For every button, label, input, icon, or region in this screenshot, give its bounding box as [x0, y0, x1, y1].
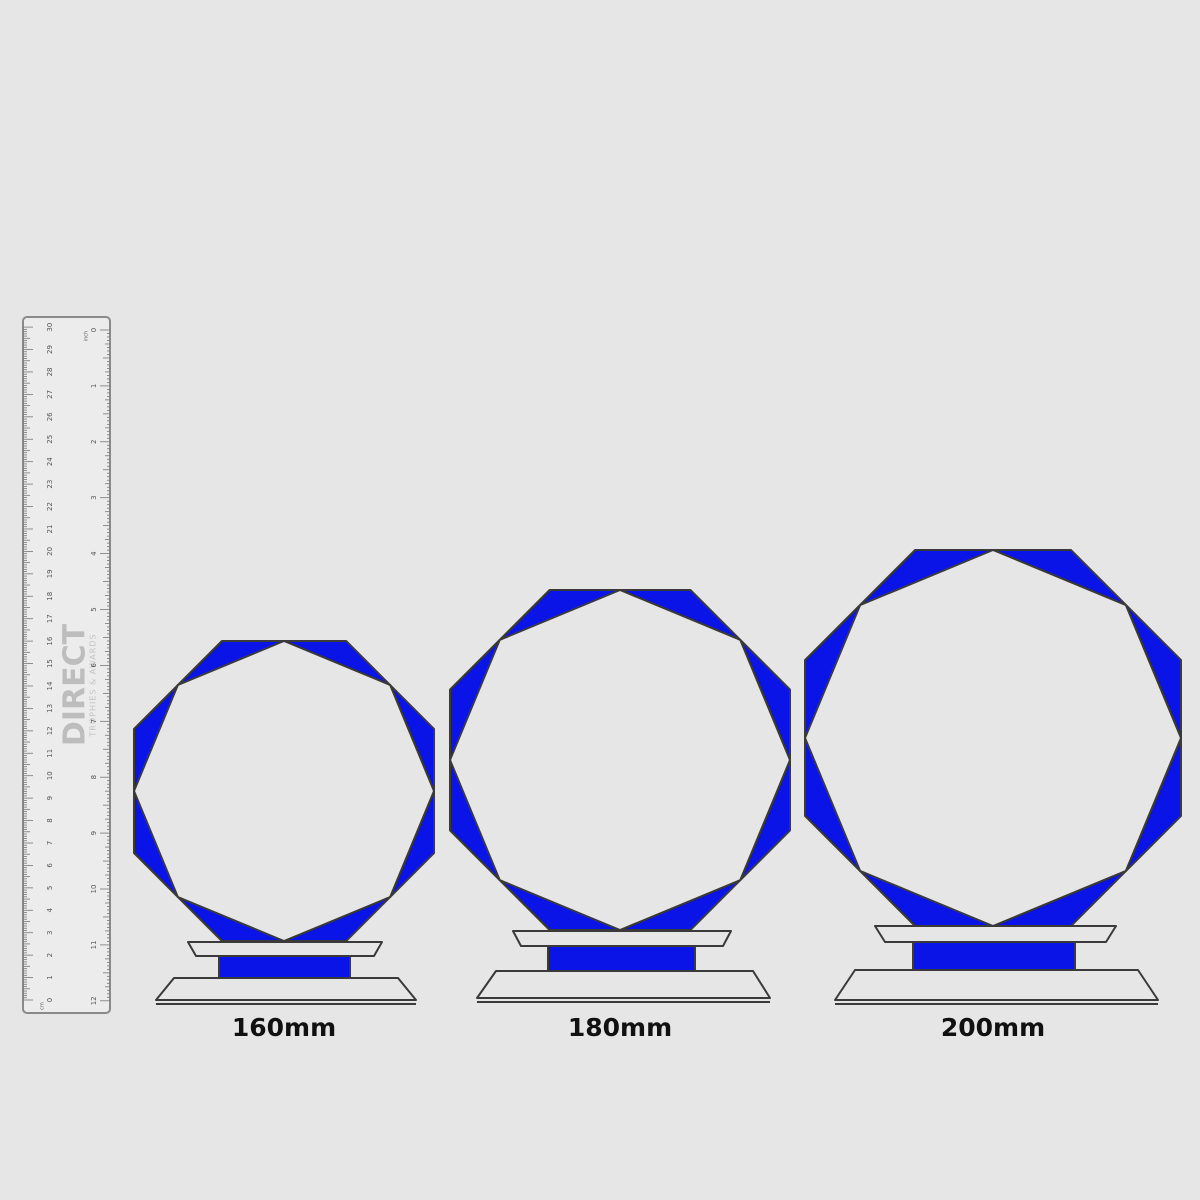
inch-label: 4: [90, 551, 98, 556]
cm-label: 12: [46, 726, 54, 735]
stand-base: [155, 977, 417, 1001]
stand-plate: [187, 941, 383, 957]
inch-label: 0: [90, 328, 98, 332]
inner-face: [133, 640, 435, 942]
inch-label: 1: [90, 384, 98, 388]
cm-label: 14: [46, 681, 54, 690]
cm-label: 2: [46, 953, 54, 957]
stand-block: [218, 955, 351, 979]
stand-base: [834, 969, 1159, 1001]
cm-label: 23: [46, 480, 54, 489]
cm-label: 9: [46, 796, 54, 800]
cm-label: 3: [46, 930, 54, 934]
cm-label: 4: [46, 908, 54, 913]
inch-label: 6: [90, 663, 98, 668]
size-label: 180mm: [568, 1013, 672, 1042]
cm-label: 15: [46, 659, 54, 668]
inch-label: 11: [90, 940, 98, 949]
brand: DIRECT: [58, 623, 93, 746]
cm-label: 22: [46, 502, 54, 511]
cm-label: 29: [46, 345, 54, 354]
cm-label: 1: [46, 975, 54, 979]
cm-label: 16: [46, 636, 54, 645]
inch-label: 9: [90, 831, 98, 835]
tagline: TROPHIES & AWARDS: [89, 633, 98, 737]
cm-label: 24: [46, 457, 54, 466]
inch-label: 12: [90, 996, 98, 1005]
cm-unit: cm: [40, 1002, 46, 1010]
ruler: cm inch DIRECT TROPHIES & AWARDS 0123456…: [22, 316, 111, 1014]
inch-unit: inch: [84, 331, 90, 341]
cm-label: 28: [46, 367, 54, 376]
cm-label: 6: [46, 863, 54, 868]
stand-plate: [874, 925, 1117, 943]
cm-label: 10: [46, 771, 54, 780]
size-label: 200mm: [941, 1013, 1045, 1042]
trophy-small: [133, 640, 435, 1005]
cm-label: 11: [46, 749, 54, 758]
cm-label: 0: [46, 998, 54, 1002]
inner-face: [449, 589, 791, 931]
inch-label: 2: [90, 440, 98, 444]
cm-label: 27: [46, 390, 54, 399]
inner-face: [804, 549, 1182, 927]
inch-label: 5: [90, 607, 98, 611]
size-label: 160mm: [232, 1013, 336, 1042]
cm-label: 18: [46, 592, 54, 601]
stand-base: [476, 970, 771, 999]
stand-block: [912, 941, 1076, 971]
cm-label: 20: [46, 547, 54, 556]
inch-label: 10: [90, 885, 98, 894]
trophy-large: [804, 549, 1182, 1005]
trophy-medium: [449, 589, 791, 1003]
cm-label: 30: [46, 323, 54, 332]
cm-label: 13: [46, 704, 54, 713]
cm-label: 26: [46, 412, 54, 421]
cm-label: 21: [46, 525, 54, 534]
inch-label: 7: [90, 719, 98, 723]
cm-label: 7: [46, 841, 54, 845]
inch-label: 3: [90, 495, 98, 499]
cm-label: 8: [46, 818, 54, 822]
stand-plate: [512, 930, 732, 947]
inch-label: 8: [90, 775, 98, 779]
cm-label: 5: [46, 886, 54, 890]
cm-label: 17: [46, 614, 54, 623]
stand-block: [547, 945, 696, 972]
cm-label: 19: [46, 569, 54, 578]
cm-label: 25: [46, 435, 54, 444]
